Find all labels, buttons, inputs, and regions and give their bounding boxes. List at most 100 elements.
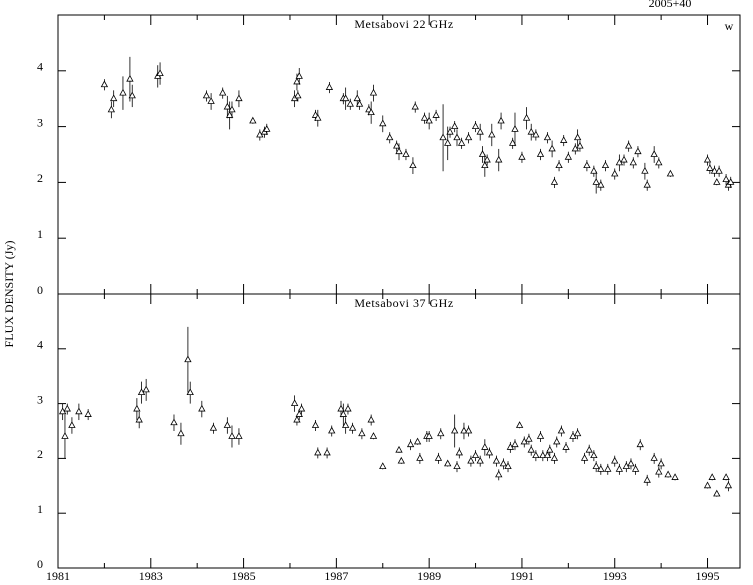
data-point [416,454,424,461]
x-tick-label: 1985 [232,569,256,583]
x-tick-label: 1991 [510,569,534,583]
data-point [573,133,582,141]
data-point [620,155,628,163]
data-point [126,74,134,82]
data-point [666,169,675,177]
data-point [402,150,410,157]
data-point [604,465,612,472]
data-point [703,481,712,489]
data-point [722,175,730,183]
data-point [358,429,366,437]
data-point [671,473,679,480]
y-tick-label: 1 [37,502,43,516]
data-point [481,161,489,169]
data-point [495,470,503,478]
data-point [346,99,354,107]
data-point [703,155,712,163]
data-point [61,432,69,439]
data-point [476,456,484,464]
data-point [409,161,417,169]
data-point [135,415,143,423]
data-point [650,454,658,461]
data-point [655,158,663,166]
data-point [592,462,600,470]
data-point [406,440,415,448]
data-point [722,473,730,480]
data-point [425,116,433,124]
data-point [664,470,672,478]
data-point [209,423,218,431]
data-point [727,178,735,185]
data-point [532,130,540,138]
data-point [499,459,508,467]
data-point [395,147,403,155]
data-point [393,141,401,149]
data-point [643,475,651,483]
data-point [314,448,322,456]
data-point [186,388,194,396]
data-point [457,139,466,146]
y-tick-label: 2 [37,171,43,185]
data-point [560,136,568,143]
data-point [68,421,76,428]
data-point [546,445,554,453]
plot-frame [57,293,741,569]
data-point [395,445,403,453]
data-point [294,91,302,99]
data-point [84,410,92,417]
data-point [611,169,619,177]
data-point [597,180,605,188]
data-point [657,459,665,467]
data-point [207,97,215,104]
data-point [133,404,141,412]
panel-title: Metsabovi 22 GHz [354,17,453,31]
x-tick-label: 1981 [46,569,70,583]
data-point [495,155,503,163]
data-point [601,161,610,169]
data-point [511,440,519,448]
data-point [367,415,375,423]
data-point [109,94,118,102]
data-point [323,448,331,456]
data-point [557,426,566,434]
data-point [655,467,663,475]
y-tick-label: 1 [37,227,43,241]
data-point [515,421,524,428]
y-tick-label: 4 [37,338,43,352]
data-point [453,133,461,141]
data-point [460,426,468,434]
data-point [295,410,303,417]
data-point [170,418,178,426]
data-point [562,443,570,450]
data-point [631,465,640,472]
data-point [715,166,723,174]
data-point [527,127,535,135]
data-point [339,410,348,417]
data-point [223,421,232,428]
data-point [249,116,257,124]
data-point [432,111,440,118]
data-point [585,445,593,453]
data-point [337,404,345,412]
data-point [643,180,651,188]
data-point [75,407,83,415]
data-point [325,83,334,90]
data-point [527,445,535,453]
data-point [341,94,350,102]
data-point [485,448,494,456]
data-point [497,116,505,124]
data-point [290,399,299,406]
data-point [156,69,164,76]
data-point [708,473,716,480]
data-point [297,404,306,412]
data-point [641,166,649,174]
data-point [481,443,489,450]
data-point [311,421,320,428]
data-point [386,133,394,141]
data-point [444,139,452,146]
data-point [555,161,563,169]
data-point [611,456,619,464]
data-point [573,429,582,437]
data-point [328,426,336,434]
